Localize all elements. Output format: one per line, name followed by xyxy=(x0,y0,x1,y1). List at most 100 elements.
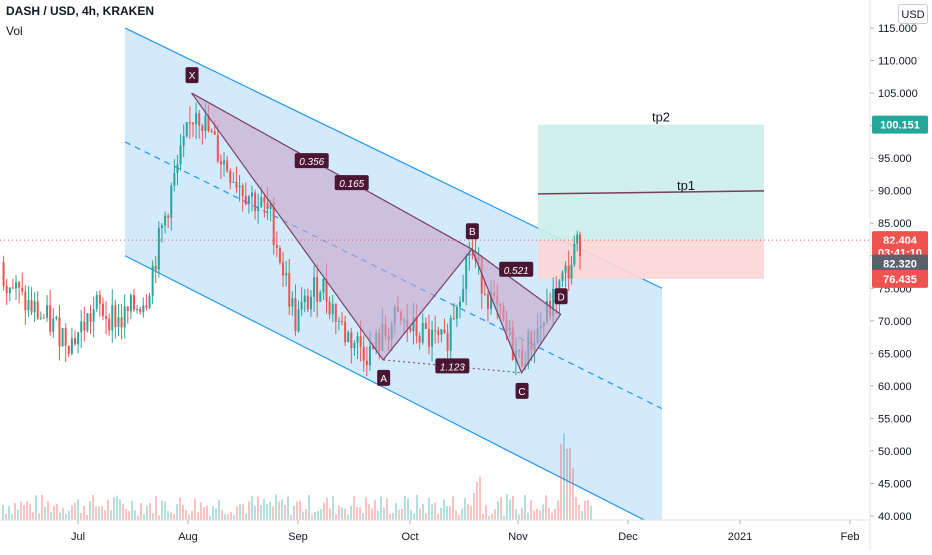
volume-bar xyxy=(404,495,406,520)
candle-body xyxy=(148,295,151,308)
volume-bar xyxy=(479,476,481,520)
pattern-point-label: X xyxy=(189,71,196,82)
candle-body xyxy=(285,272,288,276)
volume-bar xyxy=(395,503,397,520)
volume-bar xyxy=(227,514,229,520)
volume-bar xyxy=(5,513,7,520)
volume-bar xyxy=(380,496,382,520)
volume-bar xyxy=(266,504,268,520)
pattern-ratio-label: 0.356 xyxy=(294,153,329,169)
volume-bar xyxy=(515,509,517,520)
volume-bar xyxy=(299,501,301,520)
volume-bar xyxy=(83,506,85,520)
candle-body xyxy=(490,292,493,309)
volume-bar xyxy=(137,515,139,520)
candle-body xyxy=(250,192,253,197)
volume-bar xyxy=(431,504,433,520)
candle-body xyxy=(465,255,468,290)
candle-body xyxy=(486,294,489,309)
volume-bar xyxy=(209,515,211,520)
volume-bar xyxy=(233,515,235,520)
candle-body xyxy=(2,262,5,287)
volume-bar xyxy=(26,501,28,520)
volume-bar xyxy=(215,508,217,520)
volume-bar xyxy=(449,506,451,520)
volume-bar xyxy=(329,508,331,520)
candle-body xyxy=(185,122,188,137)
candle-body xyxy=(95,294,98,310)
currency-button[interactable]: USD xyxy=(898,4,928,24)
volume-bar xyxy=(113,497,115,520)
axis-price-label: 76.435 xyxy=(872,269,928,288)
candle-body xyxy=(213,131,216,135)
volume-bar xyxy=(293,505,295,520)
candle-body xyxy=(229,171,232,183)
candle-body xyxy=(179,145,182,165)
volume-bar xyxy=(164,501,166,520)
candle-body xyxy=(42,317,45,319)
volume-bar xyxy=(131,500,133,520)
volume-bar xyxy=(218,500,220,520)
candle-body xyxy=(437,330,440,335)
y-tick-label: 65.000 xyxy=(878,348,912,360)
volume-bar xyxy=(101,506,103,520)
candle-body xyxy=(483,293,486,295)
candle-body xyxy=(275,245,278,248)
candle-body xyxy=(434,329,437,331)
candle-body xyxy=(142,305,145,313)
volume-bar xyxy=(371,508,373,520)
y-tick-label: 90.000 xyxy=(878,186,912,198)
candle-body xyxy=(114,305,117,328)
volume-bar xyxy=(185,509,187,520)
profit-zone xyxy=(538,124,764,241)
volume-bar xyxy=(488,515,490,520)
volume-bar xyxy=(425,513,427,520)
volume-bar xyxy=(581,511,583,520)
candle-body xyxy=(188,122,191,124)
volume-bar xyxy=(257,496,259,520)
volume-bar xyxy=(200,502,202,520)
axis-price-text: 100.151 xyxy=(880,120,920,132)
candle-body xyxy=(300,301,303,310)
volume-bar xyxy=(554,508,556,520)
x-tick-label: Oct xyxy=(401,531,418,543)
candle-body xyxy=(576,234,579,244)
volume-bar xyxy=(428,497,430,520)
volume-bar xyxy=(347,514,349,520)
candle-body xyxy=(337,321,340,323)
volume-bar xyxy=(575,496,577,520)
candle-body xyxy=(254,192,257,212)
candle-body xyxy=(15,282,18,289)
volume-bar xyxy=(386,498,388,520)
y-tick-label: 45.000 xyxy=(878,478,912,490)
pattern-ratio-label: 0.165 xyxy=(334,175,369,191)
volume-bar xyxy=(11,514,13,520)
volume-bar xyxy=(365,497,367,520)
volume-bar xyxy=(104,510,106,520)
candle-body xyxy=(24,291,27,311)
volume-bar xyxy=(53,506,55,520)
volume-bar xyxy=(341,507,343,520)
volume-bar xyxy=(443,499,445,520)
pattern-ratio-text: 1.123 xyxy=(440,362,465,373)
candle-body xyxy=(462,289,465,302)
candle-body xyxy=(452,318,455,320)
candle-body xyxy=(176,164,179,174)
volume-bar xyxy=(119,499,121,520)
volume-bar xyxy=(512,495,514,520)
candle-body xyxy=(52,318,55,332)
candle-body xyxy=(362,346,365,361)
volume-bar xyxy=(533,510,535,520)
candle-body xyxy=(108,318,111,331)
candle-body xyxy=(344,321,347,343)
candle-body xyxy=(182,136,185,146)
volume-bar xyxy=(563,433,565,520)
volume-bar xyxy=(176,504,178,520)
volume-bar xyxy=(452,496,454,520)
volume-bar xyxy=(191,510,193,520)
volume-bar xyxy=(530,500,532,520)
candle-body xyxy=(83,321,86,331)
volume-bar xyxy=(560,443,562,520)
